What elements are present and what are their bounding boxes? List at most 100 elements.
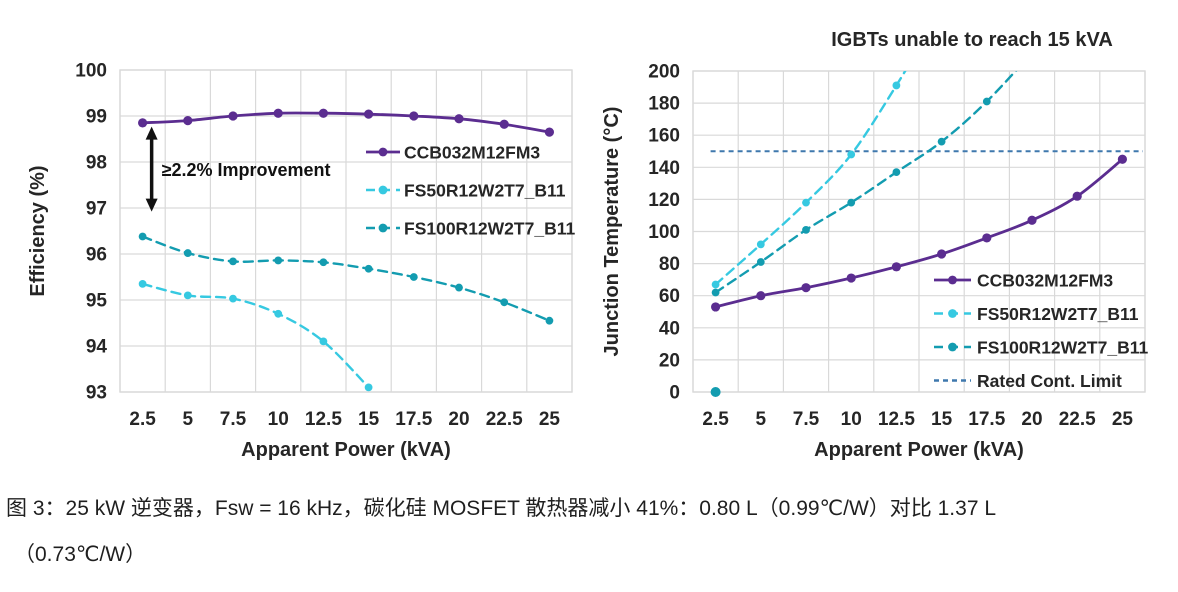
data-point-marker — [711, 302, 721, 312]
legend-label: Rated Cont. Limit — [977, 371, 1122, 391]
data-point-marker — [891, 262, 901, 272]
data-point-marker — [274, 256, 283, 265]
data-point-marker — [454, 114, 464, 124]
data-point-marker — [847, 150, 856, 159]
efficiency-chart: 93 94 95 96 97 98 99 100 2.5 5 7.5 10 12.5 15 17.5 20 22… — [0, 0, 600, 470]
series-line — [141, 282, 370, 389]
data-point-marker — [274, 309, 283, 318]
stray-data-point — [710, 387, 721, 397]
caption-line-2: （0.73℃/W） — [14, 543, 147, 566]
data-point-marker — [319, 258, 328, 267]
data-point-marker — [499, 119, 509, 129]
data-point-marker — [937, 137, 946, 146]
data-point-marker — [364, 264, 373, 273]
x-tick-label: 2.5 — [702, 409, 729, 430]
x-tick-label: 10 — [268, 409, 289, 430]
x-tick-label: 17.5 — [968, 409, 1005, 430]
data-point-marker — [318, 108, 328, 118]
y-tick-label: 80 — [659, 254, 680, 275]
data-point-marker — [801, 283, 811, 293]
data-point-marker — [937, 249, 947, 259]
data-point-marker — [982, 233, 992, 243]
legend-sample-marker — [378, 223, 388, 233]
y-tick-label: 200 — [648, 62, 680, 83]
y-tick-label: 40 — [659, 318, 680, 339]
data-point-marker — [982, 97, 991, 106]
data-point-marker — [500, 298, 509, 307]
x-tick-label: 15 — [358, 409, 380, 430]
data-point-marker — [756, 258, 765, 266]
data-point-marker — [229, 294, 237, 303]
series-line — [714, 71, 907, 286]
y-tick-label: 99 — [86, 107, 107, 128]
data-point-marker — [319, 337, 328, 346]
x-tick-label: 7.5 — [793, 409, 820, 430]
legend-sample-marker — [948, 275, 957, 285]
series-line — [714, 157, 1124, 309]
x-tick-label: 2.5 — [129, 409, 156, 430]
data-point-marker — [1117, 154, 1127, 164]
x-tick-label: 20 — [1021, 409, 1042, 430]
chart-title: IGBTs unable to reach 15 kVA — [831, 29, 1113, 51]
y-tick-label: 95 — [86, 291, 108, 312]
legend-sample-marker — [948, 309, 957, 318]
data-point-marker — [892, 168, 901, 177]
data-point-marker — [455, 283, 463, 292]
data-point-marker — [409, 273, 418, 281]
x-tick-label: 22.5 — [1059, 409, 1096, 430]
legend-label: FS100R12W2T7_B11 — [404, 219, 575, 239]
legend-sample-marker — [378, 185, 388, 195]
legend-label: FS50R12W2T7_B11 — [404, 181, 566, 201]
x-tick-label: 5 — [756, 409, 767, 430]
y-tick-label: 0 — [669, 383, 680, 404]
data-point-marker — [847, 198, 856, 207]
junction-temperature-chart-svg: 0 20 40 60 80 100 120 140 160 180 200 2.5 5 7.5 10 12.5… — [601, 29, 1148, 461]
data-point-marker — [364, 383, 373, 392]
x-tick-label: 12.5 — [878, 409, 915, 430]
data-point-marker — [892, 81, 901, 90]
y-tick-label: 96 — [86, 245, 107, 266]
data-point-marker — [229, 257, 237, 266]
data-point-marker — [273, 108, 283, 118]
data-point-marker — [545, 316, 554, 325]
x-tick-label: 15 — [931, 409, 953, 430]
plot-border — [119, 69, 573, 393]
x-tick-label: 25 — [539, 409, 561, 430]
improvement-label: ≥2.2% Improvement — [162, 160, 331, 180]
series-line — [714, 71, 1018, 294]
y-tick-label: 20 — [659, 350, 680, 371]
data-point-marker — [1027, 215, 1037, 225]
y-tick-label: 140 — [648, 158, 680, 179]
junction-temperature-chart: 0 20 40 60 80 100 120 140 160 180 200 2.5 5 7.5 10 12.5… — [600, 0, 1178, 470]
efficiency-chart-svg: 93 94 95 96 97 98 99 100 2.5 5 7.5 10 12.5 15 17.5 20 22… — [27, 61, 575, 462]
data-point-marker — [802, 198, 810, 207]
data-point-marker — [183, 291, 192, 300]
legend-sample-marker — [378, 147, 388, 157]
y-axis-title: Efficiency (%) — [27, 165, 49, 296]
data-point-marker — [846, 273, 856, 283]
y-tick-label: 93 — [86, 383, 107, 404]
y-tick-label: 98 — [86, 153, 107, 174]
data-point-marker — [1072, 191, 1082, 201]
x-axis-title: Apparent Power (kVA) — [241, 439, 451, 461]
data-point-marker — [756, 240, 765, 249]
x-tick-label: 10 — [841, 409, 862, 430]
data-point-marker — [364, 109, 374, 119]
data-point-marker — [711, 280, 720, 289]
x-tick-label: 7.5 — [220, 409, 247, 430]
series-line — [141, 111, 551, 134]
legend-label: CCB032M12FM3 — [404, 143, 540, 163]
data-point-marker — [802, 225, 810, 234]
x-tick-label: 20 — [448, 409, 469, 430]
y-tick-label: 120 — [648, 190, 680, 211]
y-tick-label: 100 — [75, 61, 107, 82]
caption-line-1: 图 3：25 kW 逆变器，Fsw = 16 kHz，碳化硅 MOSFET 散热… — [6, 497, 997, 520]
data-point-marker — [138, 118, 148, 128]
figure-caption: 图 3：25 kW 逆变器，Fsw = 16 kHz，碳化硅 MOSFET 散热… — [6, 486, 1172, 578]
series-line — [141, 235, 551, 322]
x-tick-label: 22.5 — [486, 409, 523, 430]
legend-label: FS50R12W2T7_B11 — [977, 304, 1139, 324]
arrow-head-down — [145, 198, 158, 212]
legend-label: CCB032M12FM3 — [977, 271, 1113, 291]
